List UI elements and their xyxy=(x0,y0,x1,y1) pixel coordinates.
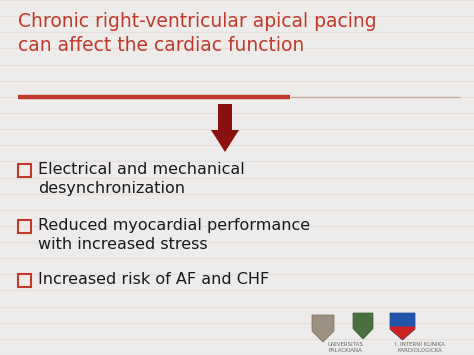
Polygon shape xyxy=(390,327,415,340)
Polygon shape xyxy=(211,130,239,152)
Polygon shape xyxy=(390,313,415,340)
Bar xyxy=(18,219,31,233)
Text: Reduced myocardial performance
with increased stress: Reduced myocardial performance with incr… xyxy=(38,218,310,252)
Bar xyxy=(18,273,31,286)
Text: I. INTERNÍ KLINIKA
KARDIOLOGICKÁ: I. INTERNÍ KLINIKA KARDIOLOGICKÁ xyxy=(395,342,445,353)
Text: Increased risk of AF and CHF: Increased risk of AF and CHF xyxy=(38,272,269,287)
Text: Electrical and mechanical
desynchronization: Electrical and mechanical desynchronizat… xyxy=(38,162,245,196)
Bar xyxy=(218,104,232,130)
Polygon shape xyxy=(312,315,334,342)
Text: UNIVERSITAS
PALACKIANA: UNIVERSITAS PALACKIANA xyxy=(327,342,363,353)
Bar xyxy=(18,164,31,176)
Text: Chronic right-ventricular apical pacing
can affect the cardiac function: Chronic right-ventricular apical pacing … xyxy=(18,12,377,55)
Polygon shape xyxy=(353,313,373,339)
